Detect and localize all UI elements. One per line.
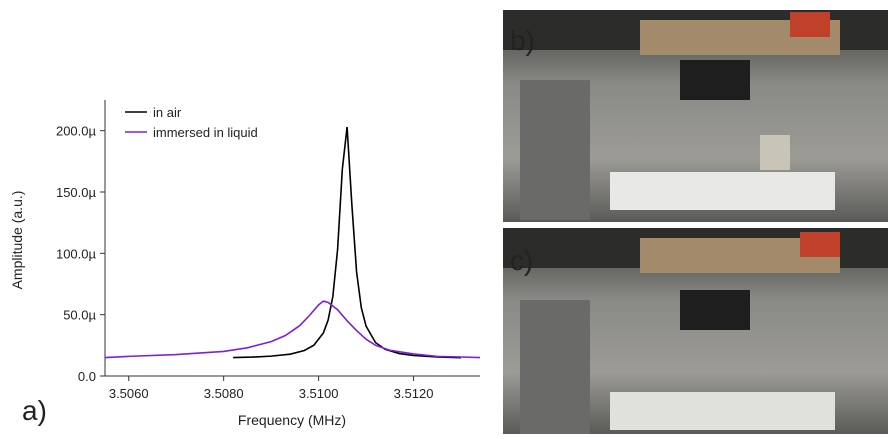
y-axis-title: Amplitude (a.u.) bbox=[9, 191, 25, 290]
x-tick-label: 3.5080 bbox=[204, 386, 244, 401]
y-tick-label: 150.0µ bbox=[56, 185, 97, 200]
legend-label: in air bbox=[153, 105, 182, 120]
series-line bbox=[233, 126, 462, 359]
x-tick-label: 3.5060 bbox=[109, 386, 149, 401]
y-tick-label: 200.0µ bbox=[56, 124, 97, 139]
photo-c bbox=[503, 228, 888, 434]
y-tick-label: 0.0 bbox=[78, 369, 96, 384]
x-tick-label: 3.5100 bbox=[299, 386, 339, 401]
x-tick-label: 3.5120 bbox=[394, 386, 434, 401]
panel-label: a) bbox=[22, 395, 47, 426]
y-tick-label: 100.0µ bbox=[56, 246, 97, 261]
y-tick-label: 50.0µ bbox=[63, 308, 96, 323]
photo-b bbox=[503, 10, 888, 222]
x-axis-title: Frequency (MHz) bbox=[238, 412, 346, 428]
series-line bbox=[104, 300, 481, 359]
panel-label: b) bbox=[510, 25, 535, 56]
panel-label: c) bbox=[510, 245, 533, 276]
legend-label: immersed in liquid bbox=[153, 125, 258, 140]
